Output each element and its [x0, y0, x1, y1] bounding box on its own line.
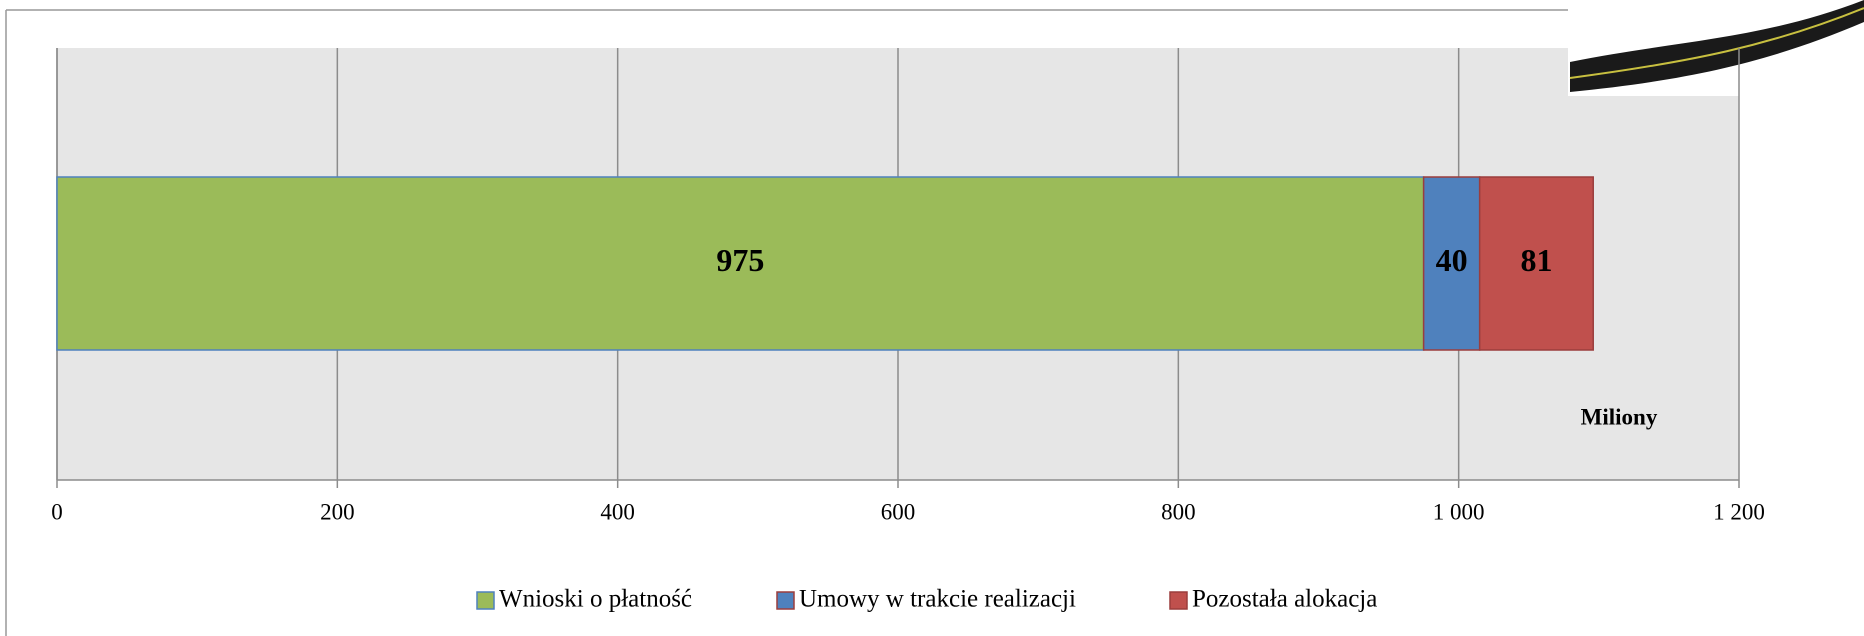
legend-label: Pozostała alokacja: [1192, 586, 1377, 613]
axis-title: Miliony: [1581, 404, 1658, 429]
legend-label: Wnioski o płatność: [499, 586, 692, 613]
x-tick-label: 800: [1161, 499, 1196, 524]
x-tick-label: 200: [320, 499, 355, 524]
data-label: 975: [716, 242, 764, 278]
legend-swatch: [776, 591, 795, 610]
legend-label: Umowy w trakcie realizacji: [799, 586, 1076, 613]
x-tick-label: 1 000: [1433, 499, 1485, 524]
x-tick-label: 600: [881, 499, 916, 524]
legend-swatch: [1169, 591, 1188, 610]
x-tick-label: 0: [51, 499, 63, 524]
road-image: [1568, 0, 1864, 96]
data-label: 81: [1520, 242, 1552, 278]
x-tick-label: 1 200: [1713, 499, 1765, 524]
x-tick-label: 400: [600, 499, 635, 524]
bar-segment: [56, 176, 1425, 351]
legend-swatch: [476, 591, 495, 610]
bar-segment: [1478, 176, 1594, 351]
data-label: 40: [1436, 242, 1468, 278]
bar-segment: [1422, 176, 1481, 351]
